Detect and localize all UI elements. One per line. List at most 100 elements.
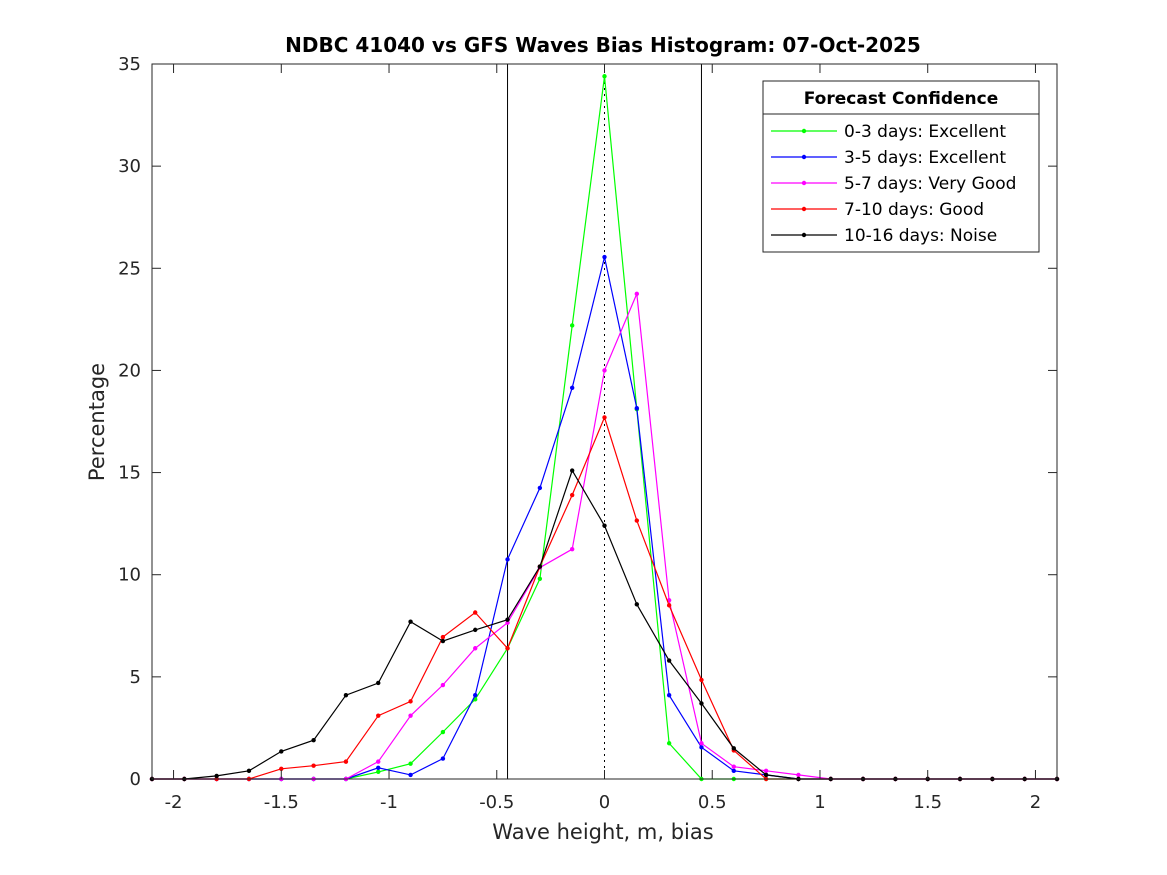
legend-label: 7-10 days: Good [844,200,984,220]
data-point [569,546,575,552]
x-axis-label: Wave height, m, bias [492,820,713,844]
data-point [440,638,446,644]
x-tick-label: 0 [599,792,610,813]
data-point [569,385,575,390]
legend-item: 5-7 days: Very Good [771,174,1016,194]
data-point [376,713,381,718]
data-point [343,759,349,764]
data-point [440,634,446,640]
data-point [569,323,575,328]
legend-title: Forecast Confidence [804,89,999,109]
y-tick-label: 15 [118,463,141,484]
data-point [731,764,736,769]
legend-swatch-marker [801,232,807,238]
data-point [408,699,413,704]
legend-swatch-marker [801,206,807,212]
x-axis: -2 -1.5 -1 -0.5 0 0.5 1 1.5 2 [165,64,1041,813]
data-point [214,773,219,779]
data-point [763,772,769,778]
data-point [699,745,704,750]
x-tick-label: 0.5 [698,792,727,813]
data-point [602,523,607,528]
y-axis-label: Percentage [85,363,109,481]
x-tick-label: -1 [380,792,398,813]
data-point [699,677,704,683]
data-point [763,768,769,774]
data-point [731,746,736,751]
data-point [796,772,801,778]
data-point [343,693,349,698]
data-point [569,492,575,498]
reference-lines [507,64,702,779]
data-point [537,485,543,491]
data-point [246,768,252,774]
data-point [634,406,640,411]
data-point [408,772,413,778]
data-point [505,617,510,622]
data-point [376,680,381,686]
legend: Forecast Confidence 0-3 days: Excellent 3… [762,80,1040,253]
data-point [505,557,510,562]
x-tick-label: 1 [814,792,825,813]
data-point [602,415,607,420]
data-point [699,741,704,746]
data-point [602,74,607,79]
data-point [311,763,316,768]
data-point [311,737,316,743]
data-point [666,658,672,663]
x-tick-label: -0.5 [479,792,514,813]
legend-swatch-marker [801,154,807,160]
y-axis: 0 5 10 15 20 25 30 35 [118,54,1057,790]
data-point [473,646,478,651]
x-tick-label: -1.5 [264,792,299,813]
data-point [666,603,672,608]
legend-label: 3-5 days: Excellent [844,148,1006,168]
data-point [505,646,510,651]
data-point [634,602,640,607]
legend-swatch-marker [801,128,807,134]
data-point [666,693,672,698]
y-tick-label: 5 [130,667,141,688]
data-point [279,766,284,771]
data-point [473,693,478,698]
x-tick-label: 1.5 [913,792,942,813]
legend-item: 10-16 days: Noise [771,226,997,246]
legend-item: 7-10 days: Good [771,200,984,220]
y-tick-label: 0 [130,769,141,790]
legend-item: 3-5 days: Excellent [771,148,1006,168]
data-point [699,701,704,706]
legend-items: 0-3 days: Excellent 3-5 days: Excellent 5-… [771,122,1016,246]
data-point [376,765,381,770]
data-point [602,368,607,373]
y-tick-label: 30 [118,156,141,177]
data-point [408,713,413,718]
y-tick-label: 20 [118,360,141,381]
data-point [440,729,446,735]
y-tick-label: 35 [118,54,141,75]
legend-label: 5-7 days: Very Good [844,174,1016,194]
data-point [376,759,381,764]
legend-label: 10-16 days: Noise [844,226,997,246]
data-point [634,291,640,297]
data-point [408,619,413,624]
data-point [473,627,478,633]
data-point [666,741,672,746]
legend-swatch-marker [801,180,807,186]
data-point [537,564,543,569]
data-point [634,518,640,523]
data-point [408,761,413,766]
data-point [731,768,736,774]
chart-title: NDBC 41040 vs GFS Waves Bias Histogram: … [285,33,921,57]
data-point [440,756,446,761]
y-tick-label: 25 [118,258,141,279]
data-point [537,576,543,581]
data-point [569,468,575,473]
data-point [473,610,478,615]
y-tick-label: 10 [118,565,141,586]
legend-box [762,80,1040,253]
data-point [505,620,510,625]
x-tick-label: -2 [165,792,183,813]
data-point [279,749,284,754]
legend-item: 0-3 days: Excellent [771,122,1006,142]
